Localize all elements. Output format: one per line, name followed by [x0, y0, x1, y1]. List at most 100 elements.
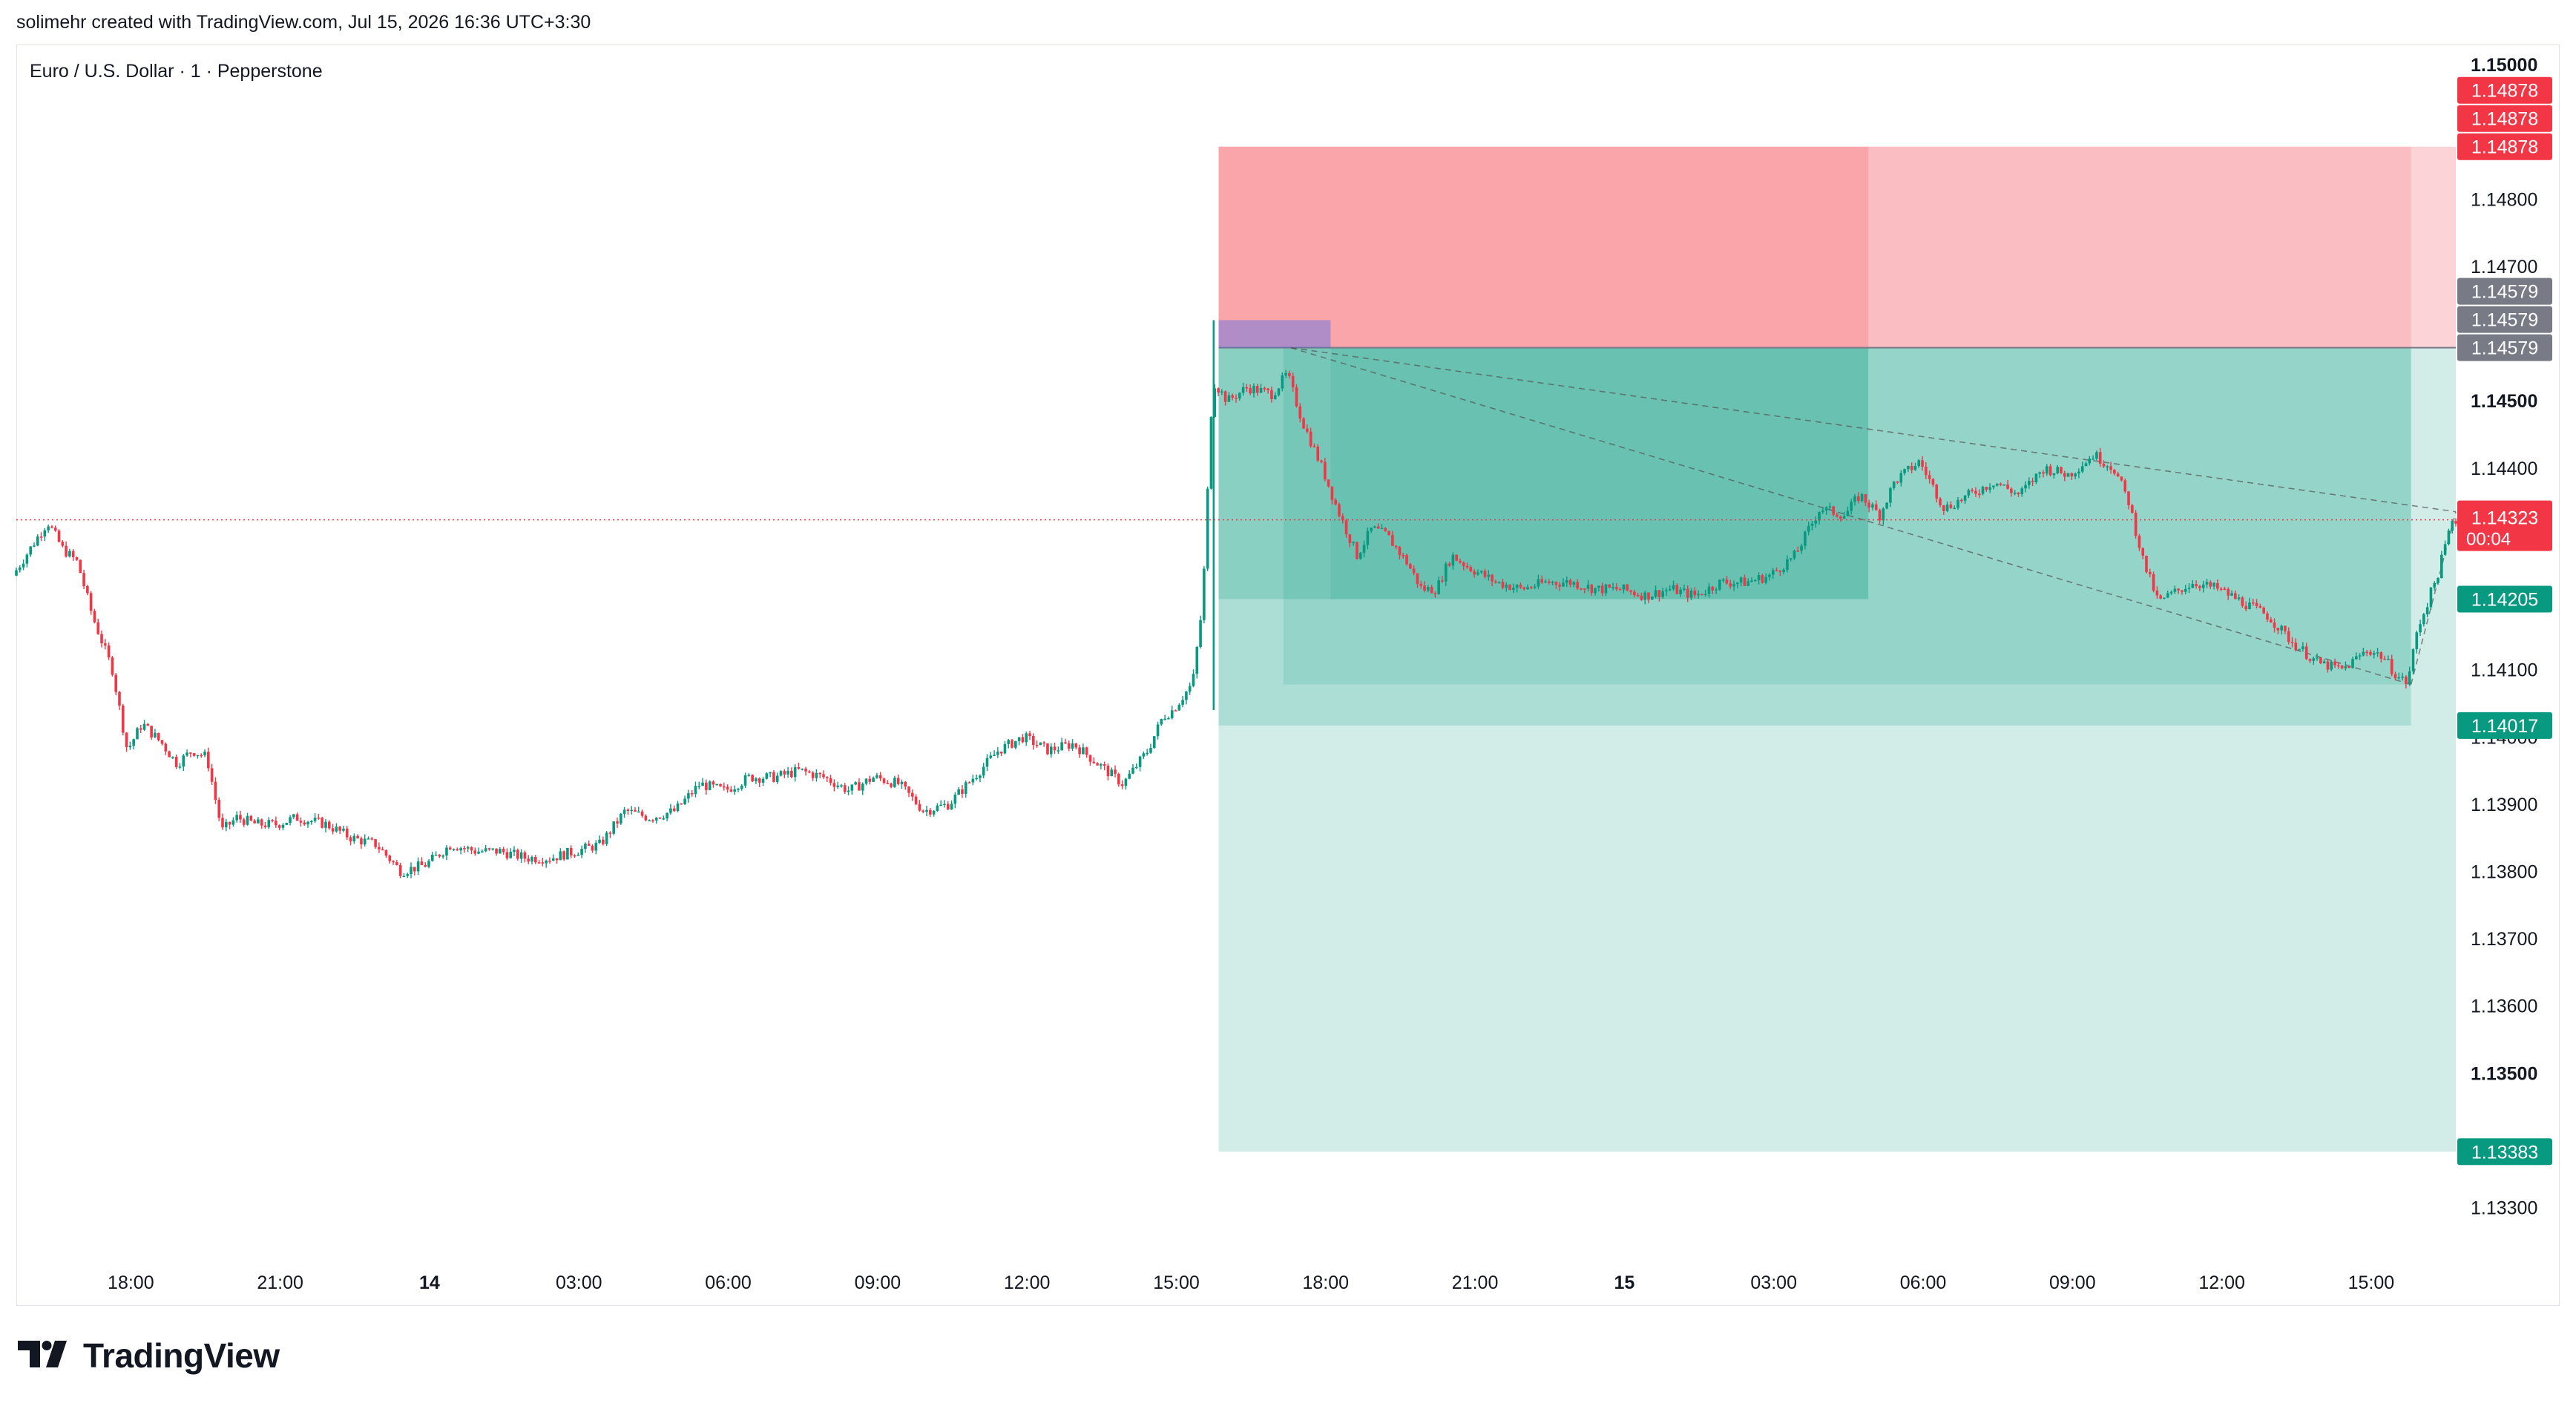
candle-body — [569, 847, 573, 855]
candle-body — [1312, 446, 1316, 447]
candle-body — [1725, 579, 1729, 584]
candle-body — [1547, 581, 1551, 583]
time-axis[interactable]: 18:00 21:00 14 03:00 06:00 09:00 12:00 15:00 18:… — [108, 1272, 2394, 1293]
candle-body — [2074, 473, 2077, 477]
candle-body — [591, 845, 594, 851]
candle-body — [1665, 590, 1668, 592]
candle-body — [1398, 547, 1402, 556]
candle-body — [620, 813, 622, 824]
candle-body — [847, 790, 850, 792]
candle-body — [2002, 484, 2006, 486]
candle-body — [285, 822, 289, 825]
candle-body — [723, 786, 726, 788]
short-position-3-target-zone[interactable] — [1218, 347, 1869, 599]
entry-marker[interactable] — [1218, 320, 1331, 348]
dashed-trend-line-1[interactable] — [1290, 346, 2457, 513]
candle-body — [2056, 467, 2059, 473]
price-label: 1.13383 — [2471, 1142, 2538, 1163]
candle-body — [996, 752, 999, 755]
candle-body — [505, 852, 509, 858]
short-position-2-target-zone[interactable] — [1218, 347, 2411, 726]
candle-body — [2080, 466, 2084, 472]
candle-body — [1522, 587, 1526, 590]
candle-body — [107, 645, 111, 658]
candle-body — [1878, 510, 1882, 521]
candle-body — [1255, 386, 1259, 393]
candle-body — [2028, 481, 2031, 485]
candle-body — [420, 861, 424, 865]
candle-body — [2095, 452, 2098, 459]
short-position-5-target-zone[interactable] — [1330, 347, 1869, 599]
short-position-1-target-zone[interactable] — [1218, 347, 2456, 1152]
candle-body — [648, 820, 651, 821]
candle-body — [281, 824, 285, 828]
candle-body — [775, 775, 779, 782]
candle-body — [2181, 590, 2184, 592]
candle-body — [114, 674, 118, 692]
candle-body — [200, 755, 203, 757]
candle-body — [1971, 490, 1974, 492]
candle-body — [654, 817, 658, 821]
candle-body — [1223, 391, 1227, 402]
price-axis[interactable]: 1.15000 1.14800 1.14700 1.14500 1.14400 1.141… — [2471, 55, 2537, 1218]
candle-body — [1832, 506, 1836, 515]
candle-body — [1611, 587, 1614, 588]
candle-body — [1558, 585, 1561, 587]
candle-body — [1021, 737, 1025, 743]
candle-body — [1352, 542, 1355, 544]
candle-body — [1807, 525, 1810, 532]
dashed-trend-line-2[interactable] — [1290, 346, 2411, 686]
candle-body — [1753, 579, 1757, 582]
candle-body — [1444, 563, 1448, 582]
candle-body — [171, 756, 174, 758]
candle-body — [1402, 555, 1405, 556]
candle-body — [1824, 507, 1828, 511]
candle-body — [1657, 590, 1661, 597]
candle-body — [1330, 486, 1334, 500]
candle-body — [545, 861, 548, 864]
candle-body — [1341, 516, 1344, 521]
candle-body — [128, 746, 132, 748]
candle-body — [1988, 487, 1991, 490]
short-position-1-stop-zone[interactable] — [1218, 146, 2456, 348]
candle-body — [1711, 586, 1715, 591]
candle-body — [751, 775, 754, 782]
candle-body — [2046, 466, 2048, 474]
candle-body — [224, 821, 228, 828]
candle-body — [1309, 431, 1312, 447]
candle-body — [2262, 607, 2265, 614]
candle-body — [1789, 558, 1793, 560]
candle-body — [1394, 545, 1398, 548]
candle-body — [1814, 520, 1818, 524]
candle-body — [157, 732, 160, 740]
candle-body — [1273, 395, 1277, 399]
candle-body — [1743, 577, 1747, 586]
candle-body — [2425, 607, 2429, 614]
candle-body — [306, 821, 309, 825]
position-zones[interactable] — [1218, 146, 2456, 1152]
candle-body — [1031, 735, 1035, 746]
candle-body — [2411, 648, 2415, 671]
short-position-3-stop-zone[interactable] — [1218, 146, 1869, 348]
candle-body — [1170, 710, 1174, 718]
candle-body — [1085, 747, 1088, 755]
candle-body — [1088, 755, 1092, 762]
candle-body — [2276, 628, 2280, 631]
candle-body — [142, 723, 146, 730]
candle-body — [527, 858, 530, 862]
candle-body — [1220, 391, 1223, 393]
candle-body — [2301, 646, 2304, 649]
candle-body — [1082, 747, 1085, 755]
candle-body — [1448, 563, 1451, 566]
brand-logo[interactable]: TradingView — [18, 1336, 280, 1376]
candle-body — [303, 822, 306, 825]
short-position-2-stop-zone[interactable] — [1218, 146, 2411, 348]
candle-body — [1487, 574, 1491, 577]
candle-body — [111, 657, 114, 675]
candle-body — [755, 778, 758, 782]
candle-body — [822, 774, 825, 778]
price-tick-label: 1.14100 — [2471, 660, 2537, 681]
time-tick-label: 18:00 — [108, 1272, 154, 1293]
candle-body — [441, 855, 444, 857]
